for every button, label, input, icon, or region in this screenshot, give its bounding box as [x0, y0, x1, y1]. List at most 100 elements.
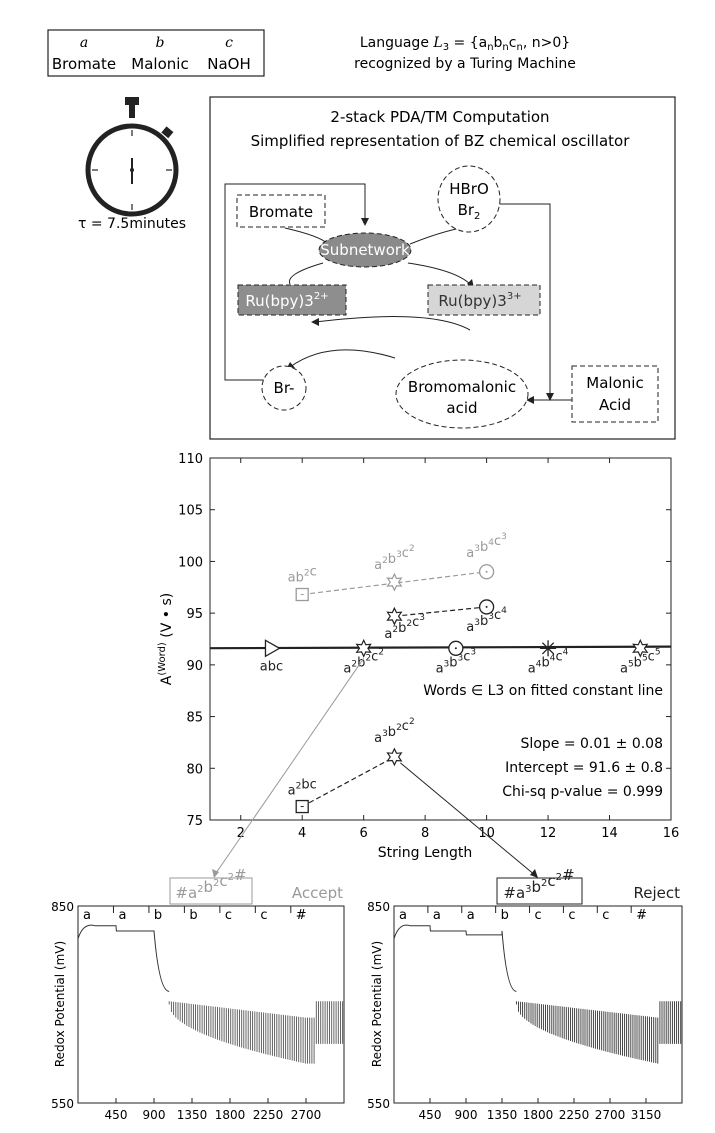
node-hbro-sub: 2	[474, 211, 480, 222]
y-tick-label: 110	[178, 452, 203, 467]
point-a2b2c2	[355, 638, 372, 658]
reject-status: Reject	[633, 884, 680, 902]
main-xlabel: String Length	[378, 845, 473, 861]
node-bromomalonic-line1: Bromomalonic	[408, 378, 516, 396]
trace-symbol-5: c	[260, 908, 267, 923]
accept-word: #a2b2c2#	[175, 866, 246, 902]
node-ru2-sup: 2+	[314, 291, 329, 302]
legend-letter-b: b	[156, 35, 165, 51]
accept-trace-chart: #a2b2c2# Accept 550 850 450 900 1350 1800 2250…	[51, 866, 345, 1122]
point-label-a2bc: a2bc	[288, 778, 317, 799]
x-tick-label: 8	[421, 826, 429, 841]
main-ylabel-sup: (Word)	[157, 642, 168, 676]
language-description: Language L3 = {anbncn, n>0} recognized b…	[354, 35, 576, 72]
accept-connector	[213, 658, 365, 877]
node-bromate-label: Bromate	[249, 203, 313, 221]
trace-x-tick-label: 3150	[631, 1108, 662, 1122]
legend-chem-naoh: NaOH	[207, 55, 251, 73]
group-line	[301, 756, 395, 808]
point-label-a2b3c2: a2b3c2	[374, 544, 415, 573]
legend-box: a b c Bromate Malonic NaOH	[47, 29, 265, 77]
reject-ylabel: Redox Potential (mV)	[370, 941, 384, 1067]
point-label-a3b3c4: a3b3c4	[466, 606, 507, 635]
x-tick-label: 6	[360, 826, 368, 841]
language-sub-n3: n	[516, 42, 522, 53]
accept-status: Accept	[292, 884, 343, 902]
trace-oscillations	[168, 1001, 344, 1064]
language-mid-c: c	[509, 35, 517, 51]
y-tick-label: 80	[186, 762, 203, 777]
trace-x-tick-label: 900	[455, 1108, 478, 1122]
legend-letter-c: c	[225, 35, 233, 51]
trace-x-tick-label: 2700	[291, 1108, 322, 1122]
y-tick-label: 95	[186, 607, 203, 622]
trace-baseline	[393, 924, 517, 992]
legend-chem-bromate: Bromate	[52, 55, 116, 73]
x-tick-label: 16	[663, 826, 680, 841]
stat-pvalue: Chi-sq p-value = 0.999	[502, 784, 663, 800]
point-label-abc: abc	[260, 659, 283, 674]
trace-x-tick-label: 1350	[177, 1108, 208, 1122]
tau-label: τ = 7.5minutes	[78, 216, 186, 232]
node-subnetwork	[318, 232, 412, 268]
point-label-a3b4c3: a3b4c3	[466, 532, 507, 561]
x-tick-label: 12	[540, 826, 557, 841]
trace-symbol-2: a	[467, 908, 475, 923]
point-ab2c	[295, 587, 309, 602]
point-a3b2c2	[386, 747, 403, 767]
svg-text:Ru(bpy)32+: Ru(bpy)32+	[245, 291, 328, 310]
trace-x-tick-label: 2250	[559, 1108, 590, 1122]
trace-symbol-4: c	[225, 908, 232, 923]
trace-x-tick-label: 900	[143, 1108, 166, 1122]
point-label-a2b2c3: a2b2c3	[384, 613, 425, 642]
y-tick-label: 100	[178, 555, 203, 570]
accept-word-box	[169, 877, 253, 905]
node-malonic	[571, 365, 659, 423]
point-label-a3b3c3: a3b3c3	[436, 647, 477, 676]
legend-chem-malonic: Malonic	[131, 55, 188, 73]
point-a5b5c5	[632, 638, 649, 658]
node-ru3-sup: 3+	[507, 291, 522, 302]
trace-y-tick-label: 550	[51, 1097, 74, 1111]
y-tick-label: 105	[178, 504, 203, 519]
node-bromomalonic-line2: acid	[446, 399, 477, 417]
group-line	[394, 606, 487, 617]
trace-symbol-2: b	[154, 908, 162, 923]
reject-trace-chart: #a3b2c2# Reject 550 850 450 900 1350 1800 2250…	[367, 866, 683, 1122]
language-line2: recognized by a Turing Machine	[354, 56, 576, 72]
accept-connector-arrow	[212, 869, 219, 878]
svg-text:Language L3 = {anbncn, n>0}: Language L3 = {anbncn, n>0}	[360, 35, 570, 53]
node-subnetwork-label: Subnetwork	[320, 241, 410, 259]
point-label-a2b2c2: a2b2c2	[343, 647, 384, 676]
trace-symbol-6: #	[296, 908, 307, 923]
node-malonic-line2: Acid	[599, 396, 631, 414]
language-symbol-sub: 3	[443, 42, 449, 53]
trace-y-tick-label: 850	[51, 900, 74, 914]
legend-letter-a: a	[80, 35, 88, 51]
language-mid-b: b	[494, 35, 503, 51]
stat-slope: Slope = 0.01 ± 0.08	[521, 736, 663, 752]
reject-word-box	[496, 877, 583, 905]
trace-symbol-1: a	[433, 908, 441, 923]
accept-ylabel: Redox Potential (mV)	[53, 941, 67, 1067]
trace-symbol-6: c	[602, 908, 609, 923]
point-a2b2c3	[386, 606, 403, 626]
x-tick-label: 4	[298, 826, 306, 841]
point-a3b3c3	[448, 640, 464, 656]
svg-text:A(Word) (V • s): A(Word) (V • s)	[157, 593, 175, 686]
trace-x-tick-label: 1800	[523, 1108, 554, 1122]
point-abc	[264, 639, 281, 658]
y-tick-label: 90	[186, 659, 203, 674]
trace-symbol-5: c	[568, 908, 575, 923]
svg-text:Br2: Br2	[458, 201, 481, 222]
accept-plot-frame	[77, 905, 345, 1104]
node-br-label: Br-	[274, 379, 295, 397]
line-annotation: Words ∈ L3 on fitted constant line	[423, 683, 663, 699]
reject-plot-frame	[393, 905, 683, 1104]
language-suffix: = {a	[449, 35, 487, 51]
trace-x-tick-label: 1800	[215, 1108, 246, 1122]
x-tick-label: 2	[237, 826, 245, 841]
node-hbro-line2: Br	[458, 201, 475, 219]
point-label-a3b2c2: a3b2c2	[374, 717, 415, 746]
